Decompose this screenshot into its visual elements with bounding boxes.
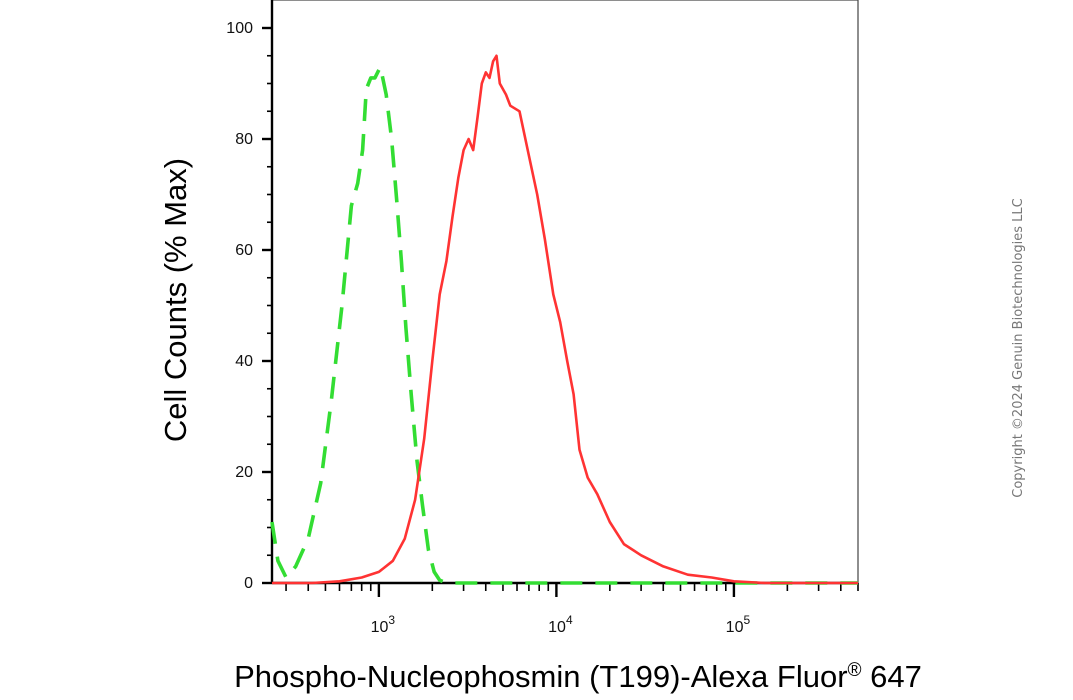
x-tick-label: 105 [726,613,751,636]
x-axis-ticks: 103 104 105 [285,583,859,636]
y-tick-label: 60 [235,242,253,259]
x-tick-label: 103 [371,613,396,636]
control-histogram-line [270,65,858,585]
y-tick-label: 0 [244,575,253,592]
x-tick-base: 10 [726,619,744,636]
x-axis-label: Phospho-Nucleophosmin (T199)-Alexa Fluor… [234,659,922,694]
y-tick-label: 80 [235,131,253,148]
x-axis-label-superscript: ® [848,660,862,681]
y-axis-label: Cell Counts (% Max) [158,158,193,442]
svg-text:Copyright ©2024 Genuin Biotech: Copyright ©2024 Genuin Biotechnologies L… [1011,198,1026,497]
stained-histogram-line [272,54,858,585]
x-tick-label: 104 [548,613,573,636]
copyright-watermark: Copyright ©2024 Genuin Biotechnologies L… [1011,198,1026,497]
y-axis-ticks: 0 20 40 60 80 100 [226,20,272,592]
x-tick-exponent: 4 [566,613,573,627]
x-tick-exponent: 3 [388,613,395,627]
x-axis-label-suffix: 647 [862,659,922,694]
y-tick-label: 100 [226,20,253,37]
y-tick-label: 20 [235,464,253,481]
series-layer [270,54,858,585]
x-tick-base: 10 [371,619,389,636]
y-axis-title: Cell Counts (% Max) [158,158,193,442]
y-tick-label: 40 [235,353,253,370]
x-tick-base: 10 [548,619,566,636]
x-tick-exponent: 5 [743,613,750,627]
plot-frame [271,0,859,584]
